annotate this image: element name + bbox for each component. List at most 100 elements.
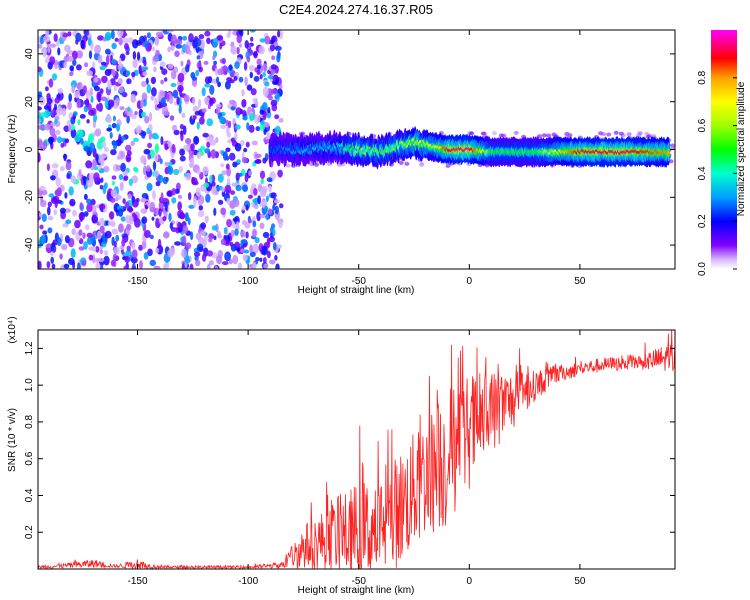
spectrogram-cell	[270, 64, 277, 70]
spectrogram-cell	[192, 96, 196, 106]
spectrogram-cell	[216, 255, 223, 265]
spectrogram-cell	[96, 230, 102, 240]
x-tick-label: 0	[467, 276, 473, 287]
spectrogram-y-ticks: -40 -20 0 20 40	[24, 48, 675, 252]
spectrogram-cell	[156, 104, 164, 109]
spectrogram-cell	[82, 85, 88, 94]
spectrogram-cell	[253, 188, 258, 196]
spectrogram-cell	[551, 132, 557, 137]
spectrogram-cell	[206, 250, 213, 257]
spectrogram-cell	[99, 184, 104, 190]
spectrogram-cell	[645, 134, 651, 139]
spectrogram-cell	[210, 149, 217, 159]
spectrogram-cell	[131, 175, 138, 184]
spectrogram-cell	[126, 150, 132, 157]
spectrogram-cell	[128, 178, 133, 186]
spectrogram-cell	[118, 86, 124, 94]
spectrogram-cell	[62, 32, 69, 38]
spectrogram-cell	[97, 154, 105, 164]
spectrogram-cell	[46, 261, 51, 269]
y-tick-label: 0	[24, 146, 35, 152]
spectrogram-cell	[67, 31, 72, 37]
spectrogram-cell	[240, 239, 248, 245]
spectrogram-cell	[261, 245, 268, 256]
y-tick-label: -20	[24, 190, 35, 205]
spectrogram-cell	[202, 166, 209, 176]
spectrogram-cell	[149, 201, 156, 212]
spectrogram-cell	[228, 259, 233, 265]
spectrogram-cell	[259, 123, 266, 131]
spectrogram-cell	[122, 37, 129, 44]
spectrogram-cell	[39, 96, 46, 106]
spectrogram-cell	[159, 91, 166, 96]
spectrogram-cell	[262, 157, 267, 164]
spectrogram-cell	[216, 76, 220, 84]
spectrogram-cell	[178, 165, 183, 173]
spectrogram-cell	[75, 32, 82, 43]
spectrogram-cell	[180, 60, 184, 67]
spectrogram-cell	[64, 192, 68, 199]
spectrogram-cell	[86, 203, 93, 213]
spectrogram-cell	[259, 213, 266, 219]
spectrogram-cell	[63, 153, 67, 162]
spectrogram-cell	[106, 127, 113, 132]
spectrogram-cell	[94, 44, 102, 54]
spectrogram-ridge-cell	[666, 151, 671, 155]
spectrogram-cell	[237, 185, 242, 191]
spectrogram-cell	[162, 216, 167, 222]
spectrogram-cell	[38, 124, 44, 130]
spectrogram-cell	[38, 118, 42, 124]
spectrogram-cell	[209, 98, 214, 107]
spectrogram-cell	[193, 135, 200, 145]
spectrogram-cell	[268, 95, 273, 101]
spectrogram-cell	[274, 205, 279, 215]
spectrogram-cell	[91, 214, 97, 224]
spectrogram-cell	[185, 64, 190, 73]
spectrogram-cell	[87, 37, 92, 46]
spectrogram-cell	[111, 180, 116, 186]
spectrogram-cell	[147, 142, 153, 149]
spectrogram-cell	[192, 105, 199, 112]
spectrogram-cell	[541, 133, 547, 138]
spectrogram-cell	[227, 120, 232, 129]
spectrogram-cell	[57, 47, 61, 56]
spectrogram-cell	[266, 239, 271, 249]
spectrogram-cell	[184, 258, 191, 264]
spectrogram-cell	[43, 123, 51, 131]
spectrogram-cell	[104, 98, 110, 109]
spectrogram-cell	[140, 208, 146, 214]
spectrogram-cell	[176, 182, 181, 191]
spectrogram-cell	[117, 64, 123, 71]
spectrogram-cell	[121, 238, 126, 247]
spectrogram-cell	[154, 134, 160, 140]
spectrogram-cell	[49, 127, 56, 137]
spectrogram-cell	[200, 146, 206, 151]
spectrogram-cell	[228, 30, 232, 36]
spectrogram-cell	[226, 167, 232, 177]
spectrogram-cell	[130, 140, 135, 147]
spectrogram-cell	[144, 204, 148, 210]
spectrogram-y-label: Frequency (Hz)	[7, 115, 18, 184]
spectrogram-cell	[134, 167, 139, 173]
spectrogram-cell	[43, 35, 50, 43]
spectrogram-cell	[149, 234, 154, 240]
spectrogram-cell	[147, 153, 152, 160]
spectrogram-cell	[141, 239, 147, 250]
spectrogram-cell	[247, 194, 253, 199]
spectrogram-cell	[54, 118, 58, 125]
spectrogram-cell	[72, 209, 77, 217]
spectrogram-cell	[39, 224, 44, 230]
spectrogram-cell	[140, 99, 144, 109]
spectrogram-cell	[126, 223, 132, 231]
spectrogram-cell	[163, 231, 170, 239]
snr-frame	[37, 329, 676, 570]
spectrogram-cell	[85, 160, 93, 169]
spectrogram-cell	[220, 163, 225, 168]
spectrogram-cell	[38, 139, 44, 149]
y-tick-label: -40	[24, 237, 35, 252]
x-tick-label: 50	[574, 276, 586, 287]
spectrogram-cell	[93, 166, 99, 171]
spectrogram-cell	[130, 113, 137, 120]
spectrogram-cell	[167, 63, 174, 70]
spectrogram-cell	[125, 249, 132, 257]
